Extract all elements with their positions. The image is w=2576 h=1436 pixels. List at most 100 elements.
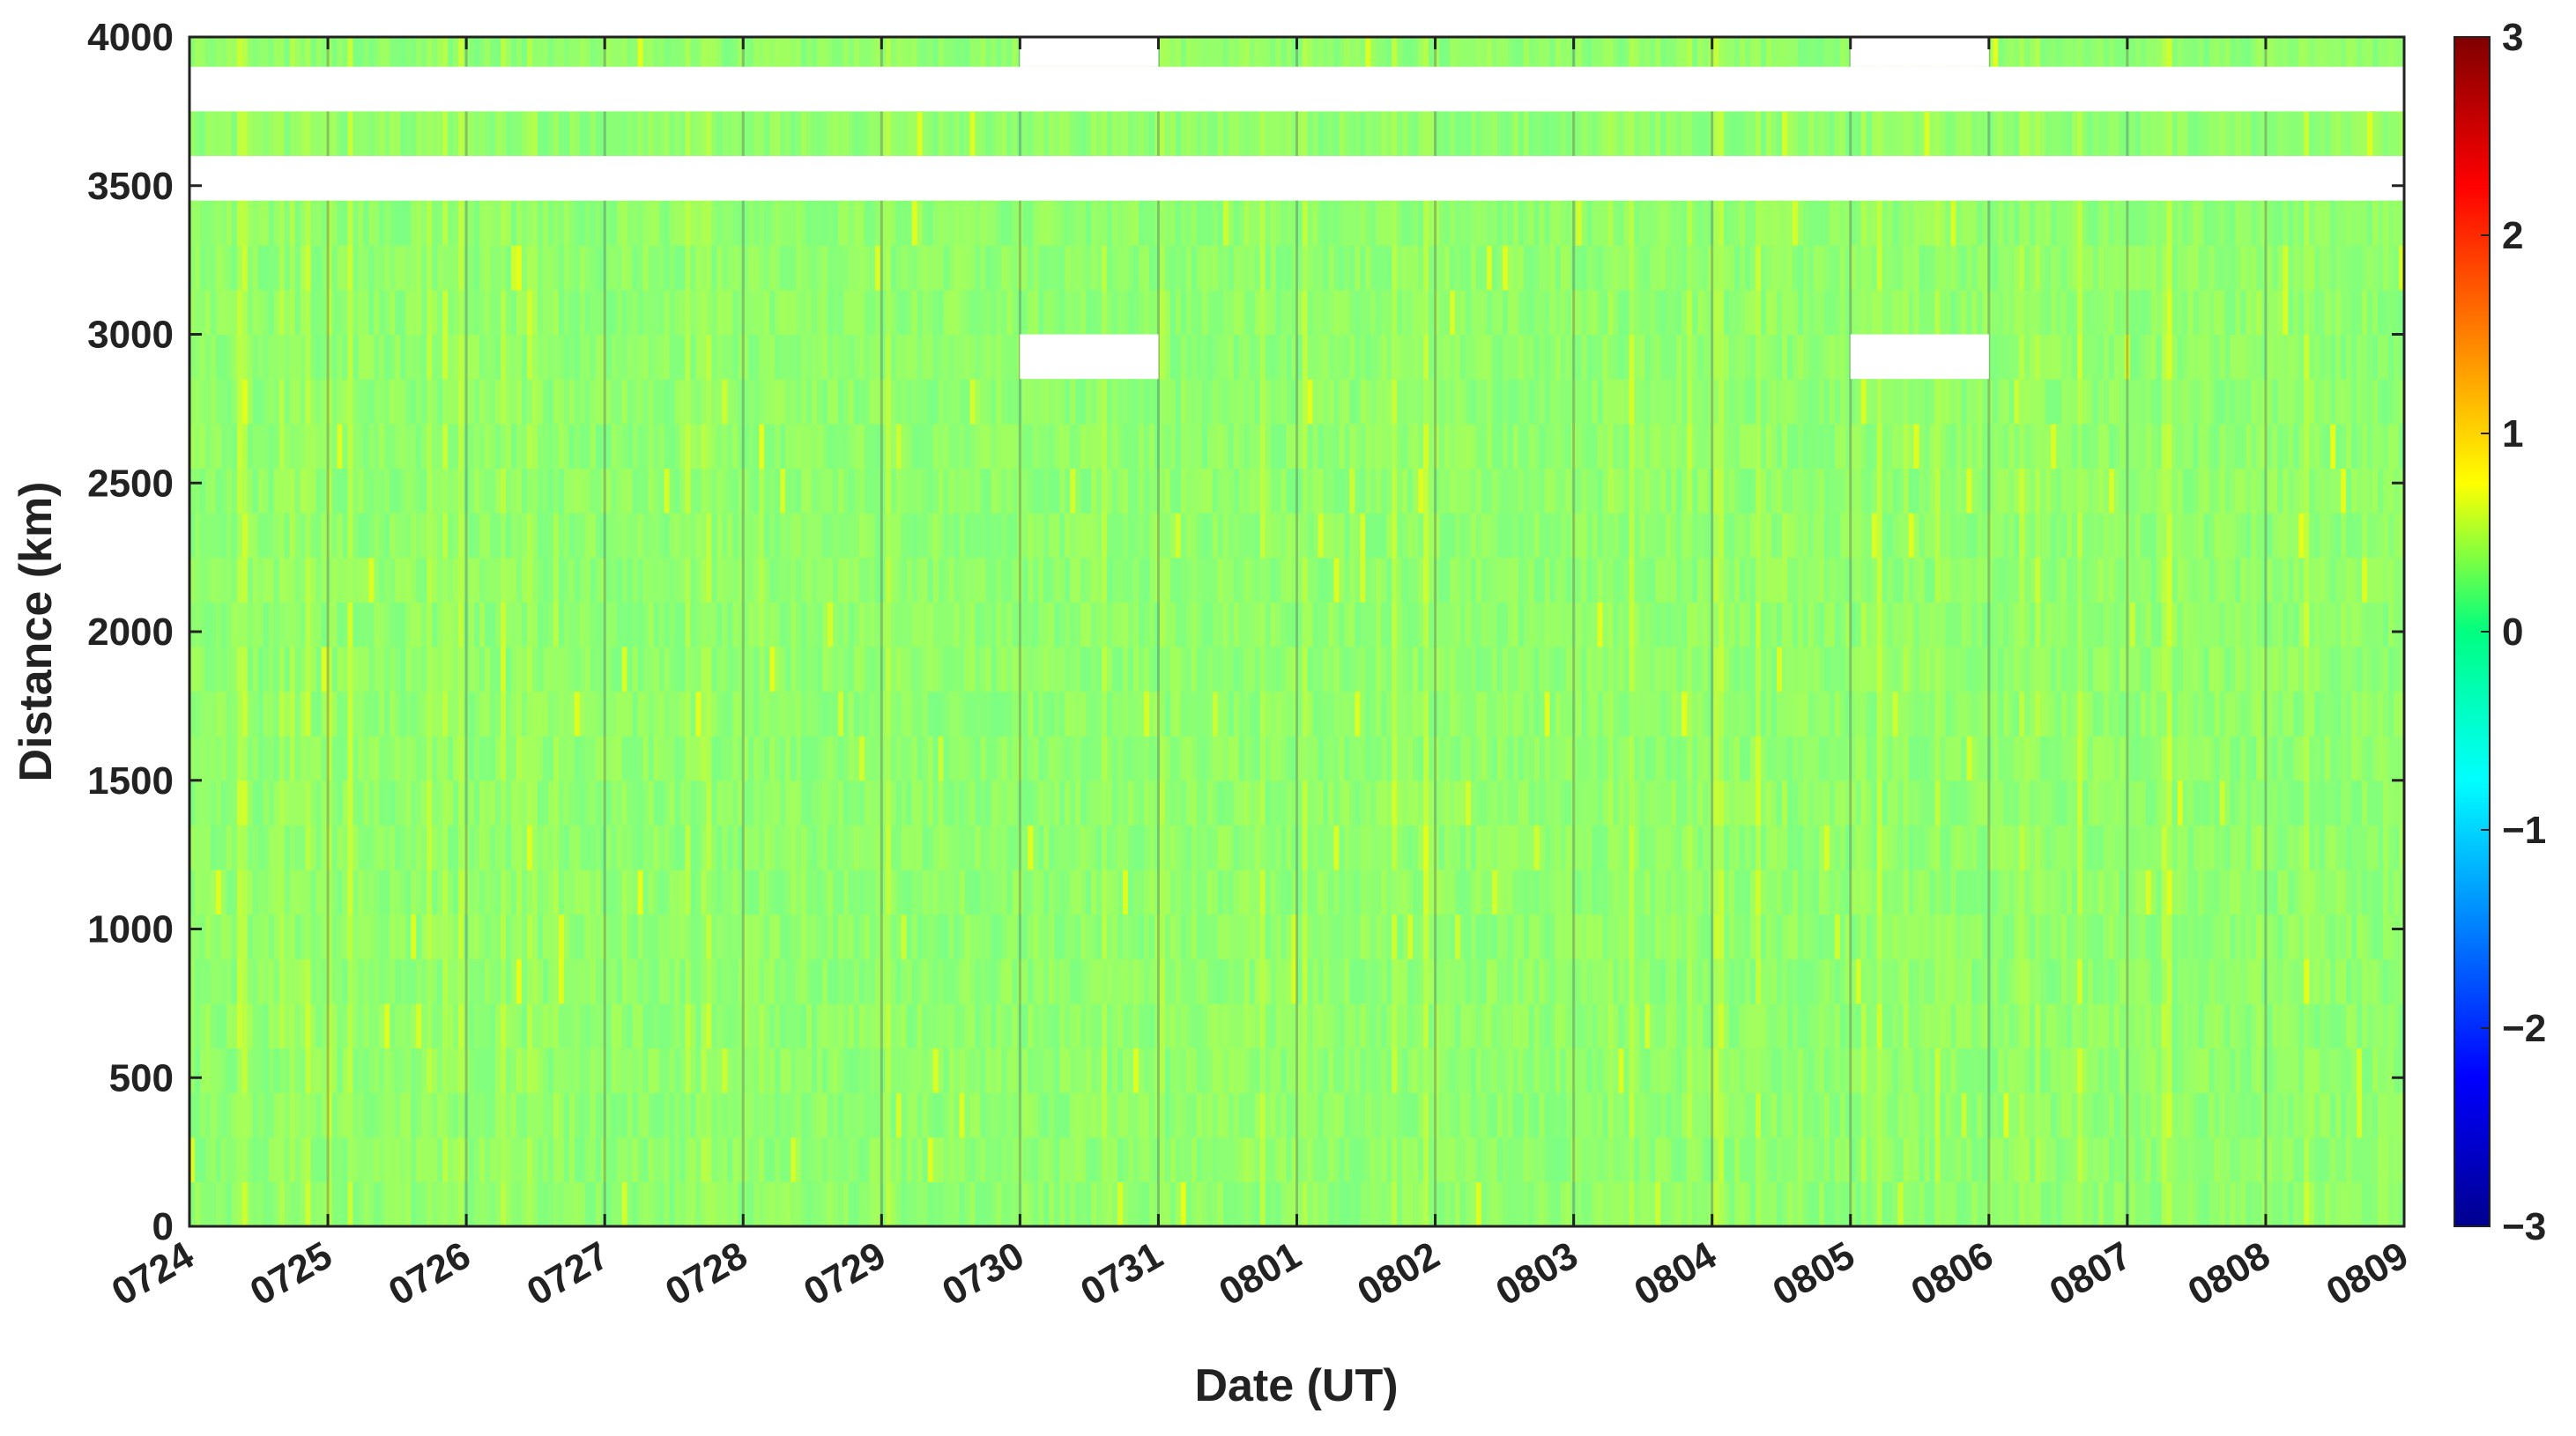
heatmap-cell bbox=[1096, 914, 1102, 959]
heatmap-cell bbox=[621, 379, 628, 425]
heatmap-cell bbox=[1080, 423, 1087, 469]
heatmap-cell bbox=[727, 289, 733, 336]
heatmap-cell bbox=[374, 1181, 380, 1226]
heatmap-cell bbox=[558, 780, 565, 825]
heatmap-cell bbox=[1148, 468, 1155, 514]
heatmap-cell bbox=[506, 736, 512, 781]
heatmap-cell bbox=[442, 1047, 449, 1093]
heatmap-cell bbox=[1033, 379, 1039, 425]
heatmap-cell bbox=[764, 736, 770, 781]
heatmap-cell bbox=[510, 111, 517, 157]
heatmap-cell bbox=[257, 1003, 264, 1049]
heatmap-cell bbox=[421, 825, 427, 870]
heatmap-cell bbox=[416, 289, 422, 336]
heatmap-cell bbox=[611, 289, 618, 336]
heatmap-cell bbox=[980, 334, 987, 380]
heatmap-cell bbox=[769, 1136, 776, 1182]
heatmap-cell bbox=[326, 557, 333, 603]
heatmap-cell bbox=[1054, 1092, 1060, 1138]
heatmap-cell bbox=[801, 959, 807, 1004]
heatmap-cell bbox=[890, 334, 897, 380]
heatmap-cell bbox=[321, 557, 328, 603]
heatmap-cell bbox=[901, 780, 908, 825]
heatmap-cell bbox=[780, 1047, 786, 1093]
heatmap-cell bbox=[785, 914, 791, 959]
heatmap-cell bbox=[347, 289, 354, 336]
heatmap-cell bbox=[801, 1003, 807, 1049]
heatmap-cell bbox=[506, 334, 512, 380]
heatmap-cell bbox=[980, 37, 987, 68]
heatmap-cell bbox=[901, 111, 908, 157]
heatmap-cell bbox=[1059, 691, 1065, 737]
heatmap-cell bbox=[268, 870, 275, 915]
heatmap-cell bbox=[558, 245, 565, 291]
heatmap-cell bbox=[827, 825, 834, 870]
heatmap-cell bbox=[558, 423, 565, 469]
heatmap-cell bbox=[199, 1136, 206, 1182]
heatmap-cell bbox=[1091, 736, 1097, 781]
heatmap-cell bbox=[305, 825, 312, 870]
heatmap-cell bbox=[769, 379, 776, 425]
heatmap-cell bbox=[568, 289, 575, 336]
heatmap-cell bbox=[210, 513, 217, 559]
heatmap-cell bbox=[605, 914, 612, 959]
heatmap-cell bbox=[1102, 646, 1108, 692]
heatmap-cell bbox=[1086, 245, 1092, 291]
heatmap-cell bbox=[1059, 959, 1065, 1004]
heatmap-cell bbox=[848, 468, 855, 514]
heatmap-cell bbox=[1017, 513, 1023, 559]
heatmap-cell bbox=[1086, 423, 1092, 469]
heatmap-cell bbox=[1096, 1136, 1102, 1182]
heatmap-cell bbox=[1033, 870, 1039, 915]
heatmap-cell bbox=[257, 289, 264, 336]
heatmap-cell bbox=[337, 1092, 344, 1138]
heatmap-cell bbox=[716, 825, 723, 870]
heatmap-cell bbox=[395, 691, 401, 737]
heatmap-cell bbox=[621, 111, 628, 157]
heatmap-cell bbox=[427, 1003, 433, 1049]
heatmap-cell bbox=[817, 334, 823, 380]
heatmap-cell bbox=[701, 1047, 707, 1093]
heatmap-cell bbox=[390, 602, 396, 648]
heatmap-cell bbox=[959, 1181, 966, 1226]
heatmap-cell bbox=[1080, 1181, 1087, 1226]
heatmap-cell bbox=[1006, 959, 1013, 1004]
heatmap-cell bbox=[685, 1181, 692, 1226]
heatmap-cell bbox=[991, 289, 998, 336]
heatmap-cell bbox=[294, 736, 301, 781]
heatmap-cell bbox=[490, 825, 496, 870]
heatmap-cell bbox=[316, 513, 323, 559]
heatmap-cell bbox=[521, 870, 528, 915]
heatmap-cell bbox=[273, 914, 280, 959]
heatmap-cell bbox=[506, 200, 512, 246]
heatmap-cell bbox=[642, 780, 650, 825]
heatmap-cell bbox=[379, 691, 385, 737]
heatmap-cell bbox=[458, 423, 464, 469]
heatmap-cell bbox=[791, 200, 797, 246]
heatmap-cell bbox=[531, 513, 538, 559]
heatmap-cell bbox=[448, 1092, 454, 1138]
heatmap-cell bbox=[368, 557, 375, 603]
heatmap-cell bbox=[832, 780, 839, 825]
heatmap-cell bbox=[801, 334, 807, 380]
heatmap-cell bbox=[969, 602, 976, 648]
heatmap-cell bbox=[780, 602, 786, 648]
heatmap-cell bbox=[806, 334, 813, 380]
heatmap-cell bbox=[427, 513, 433, 559]
heatmap-cell bbox=[895, 914, 902, 959]
heatmap-cell bbox=[1054, 736, 1060, 781]
heatmap-cell bbox=[780, 200, 786, 246]
heatmap-cell bbox=[421, 200, 427, 246]
heatmap-cell bbox=[563, 780, 570, 825]
heatmap-cell bbox=[959, 1136, 966, 1182]
heatmap-cell bbox=[796, 959, 802, 1004]
heatmap-cell bbox=[853, 1092, 860, 1138]
heatmap-cell bbox=[701, 1136, 707, 1182]
heatmap-cell bbox=[400, 1136, 406, 1182]
heatmap-cell bbox=[247, 200, 254, 246]
heatmap-cell bbox=[1139, 825, 1145, 870]
heatmap-cell bbox=[1070, 691, 1076, 737]
heatmap-cell bbox=[1070, 1003, 1076, 1049]
heatmap-cell bbox=[516, 1047, 523, 1093]
heatmap-cell bbox=[658, 1136, 665, 1182]
